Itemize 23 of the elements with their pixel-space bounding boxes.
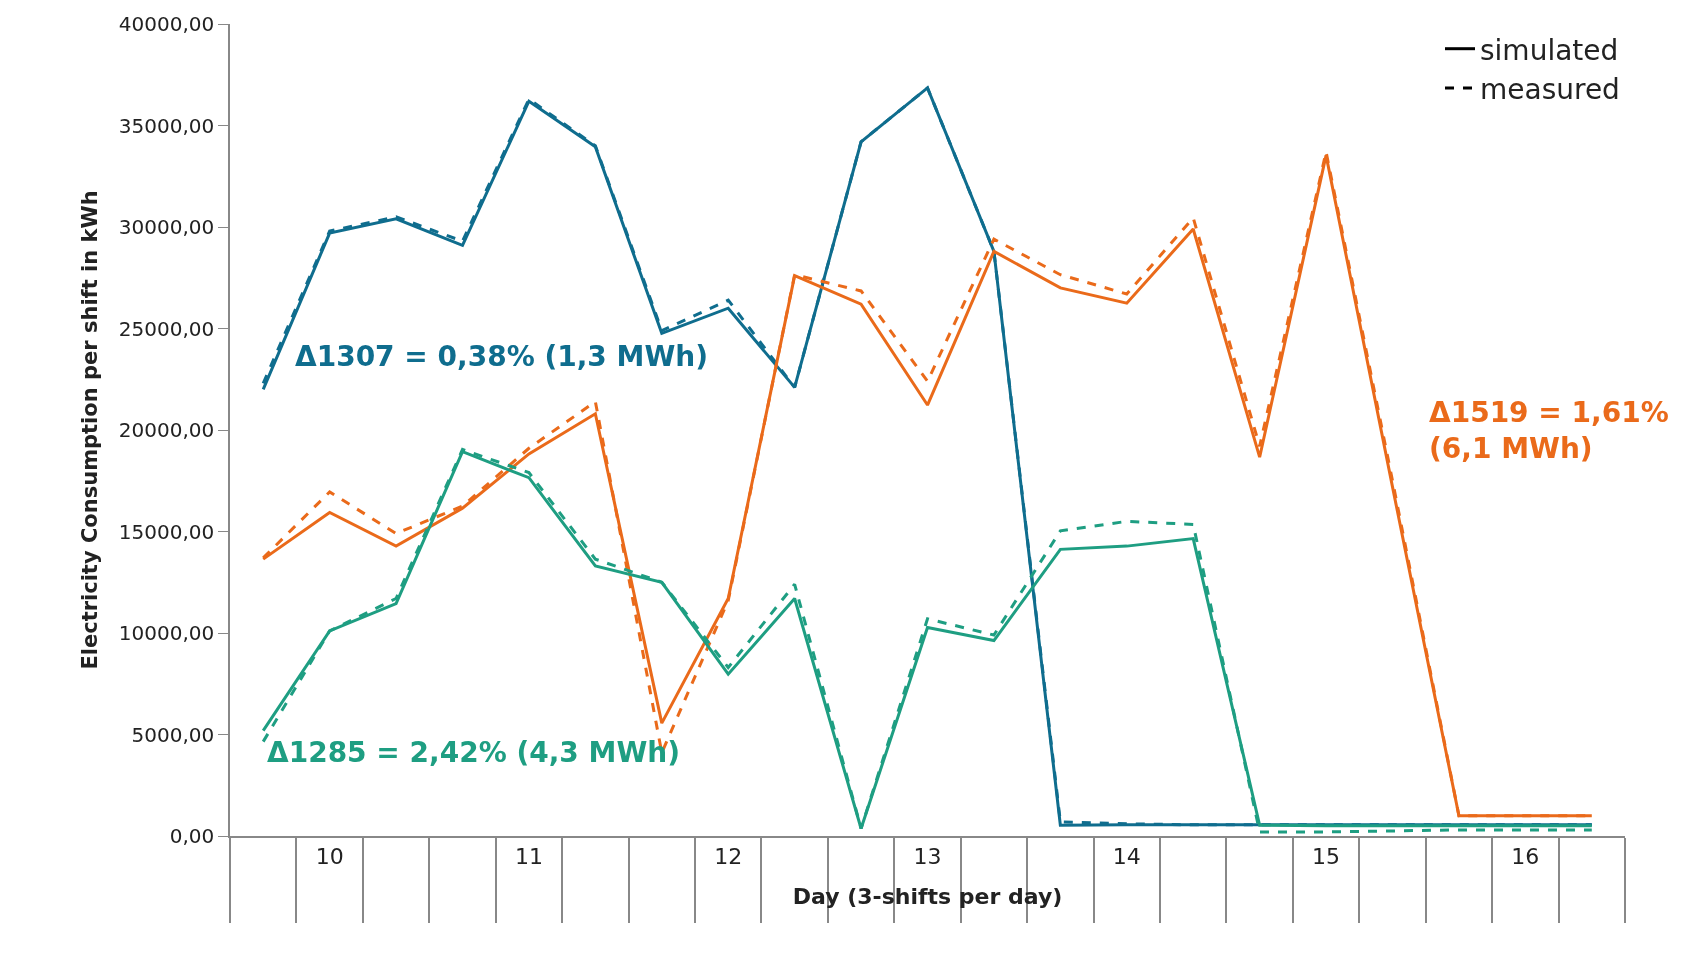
y-tick-label: 10000,00 [118, 621, 215, 645]
y-tick-label: 0,00 [169, 824, 215, 848]
legend-label: measured [1480, 73, 1620, 107]
x-tick-label: 13 [913, 844, 942, 870]
x-axis-title: Day (3-shifts per day) [792, 883, 1063, 909]
x-tick-label: 16 [1511, 844, 1540, 870]
annotation: Δ1307 = 0,38% (1,3 MWh) [295, 340, 709, 373]
x-tick-label: 15 [1312, 844, 1341, 870]
y-tick-label: 5000,00 [131, 722, 215, 747]
x-tick-label: 10 [315, 844, 344, 870]
legend-label: simulated [1480, 33, 1619, 67]
y-tick-label: 25000,00 [118, 316, 215, 341]
y-tick-label: 40000,00 [118, 12, 215, 36]
annotation: Δ1519 = 1,61% (6,1 MWh) [1429, 396, 1669, 466]
y-tick-label: 15000,00 [118, 519, 215, 544]
y-tick-label: 30000,00 [118, 215, 215, 239]
y-tick-label: 35000,00 [118, 113, 215, 138]
y-axis-title: Electricity Consumption per shift in kWh [78, 190, 103, 670]
annotation: Δ1285 = 2,42% (4,3 MWh) [267, 736, 681, 769]
x-tick-label: 14 [1112, 844, 1141, 870]
x-tick-label: 11 [514, 844, 543, 870]
y-tick-label: 20000,00 [118, 418, 215, 442]
x-tick-label: 12 [714, 844, 743, 870]
